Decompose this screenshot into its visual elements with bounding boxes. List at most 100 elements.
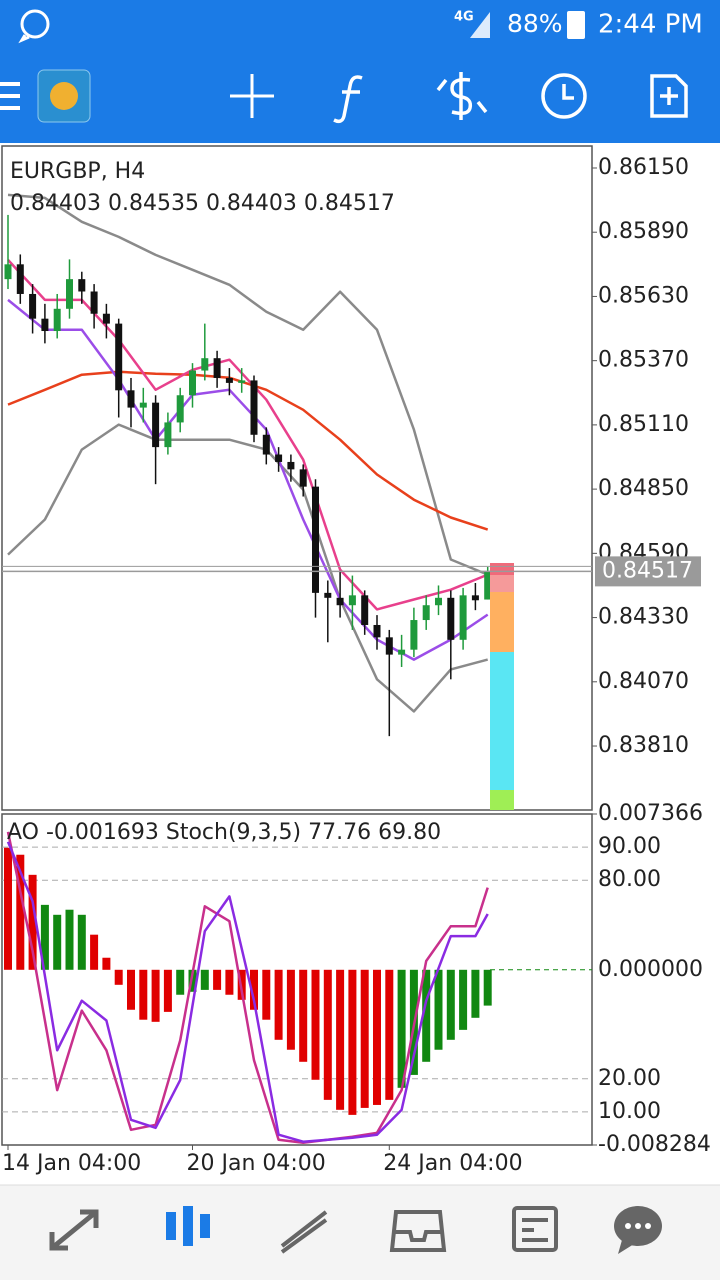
ao-bar	[299, 969, 308, 1062]
y-tick-label: 80.00	[598, 867, 661, 892]
indicator-line	[7, 370, 489, 531]
ao-bar	[348, 969, 357, 1115]
candle-body	[201, 358, 209, 371]
y-tick-label: 20.00	[598, 1066, 661, 1091]
ao-bar	[360, 969, 369, 1108]
current-price-label: 0.84517	[602, 558, 693, 583]
profile-block	[490, 575, 514, 592]
candle-body	[66, 279, 73, 309]
x-tick-label: 14 Jan 04:00	[2, 1151, 141, 1176]
indicator-line	[7, 423, 489, 713]
y-tick-label: 0.85110	[598, 412, 689, 437]
ao-bar	[200, 969, 209, 990]
candle-body	[102, 313, 110, 324]
candle-body	[410, 620, 418, 650]
ao-bar	[53, 914, 62, 970]
candle-body	[225, 377, 233, 383]
profile-block	[490, 563, 514, 575]
ao-bar	[65, 909, 74, 970]
ao-bar	[28, 874, 37, 970]
overlay-layer	[2, 563, 592, 810]
menu-button[interactable]	[0, 82, 20, 110]
y-tick-label: 0.83810	[598, 733, 689, 758]
current-price-box	[595, 556, 701, 587]
candle-body	[484, 571, 492, 600]
x-tick-label: 24 Jan 04:00	[383, 1151, 522, 1176]
ao-bar	[4, 847, 12, 970]
ao-bar	[114, 969, 123, 985]
network-type: 4G	[454, 10, 474, 25]
y-tick-label: 0.84070	[598, 669, 689, 694]
candle-body	[29, 293, 37, 319]
indicator-line	[6, 841, 489, 1143]
candle-body	[127, 390, 135, 408]
history-tab[interactable]	[389, 1210, 447, 1252]
candle-body	[312, 486, 319, 593]
trade-button[interactable]	[436, 72, 488, 120]
candle-body	[115, 323, 123, 391]
candle-body	[41, 318, 49, 332]
profile-block	[490, 652, 514, 790]
y-tick-label: 0.85630	[598, 283, 689, 308]
candle-body	[447, 597, 455, 640]
profile-block	[490, 790, 514, 810]
chat-tab[interactable]	[614, 1206, 662, 1254]
y2-tick-label: 0.007366	[598, 801, 703, 826]
crosshair-button[interactable]	[230, 74, 274, 118]
ao-bar	[151, 969, 160, 1022]
ao-bar	[250, 969, 258, 1010]
indicator-line	[7, 193, 489, 576]
y-tick-label: 0.84330	[598, 605, 689, 630]
candle-body	[435, 597, 442, 606]
y2-tick-label: 0.000000	[598, 957, 703, 982]
candle-body	[4, 264, 12, 280]
candle-body	[471, 595, 479, 601]
quotes-tab[interactable]	[49, 1209, 99, 1251]
ao-bar	[446, 969, 455, 1040]
ao-bar	[225, 969, 234, 995]
candle-body	[459, 595, 467, 640]
new-chart-button[interactable]	[650, 74, 688, 118]
candle-body	[53, 308, 61, 332]
y-tick-label: 0.85890	[598, 219, 689, 244]
ao-bar	[127, 969, 135, 1010]
ao-bar	[274, 969, 283, 1040]
timeframe-button[interactable]	[541, 73, 587, 119]
candle-body	[262, 434, 270, 455]
ao-bar	[336, 969, 345, 1110]
chart-tab[interactable]	[166, 1206, 210, 1246]
battery-icon	[567, 11, 585, 39]
candle-body	[152, 402, 160, 448]
trade-tab[interactable]	[280, 1210, 328, 1254]
candle-body	[164, 422, 172, 448]
ao-bar	[286, 969, 295, 1050]
ao-bar	[163, 969, 172, 1012]
whatsapp-icon	[18, 9, 50, 44]
candle-body	[238, 380, 246, 383]
ao-bar	[311, 969, 320, 1080]
x-tick-label: 20 Jan 04:00	[187, 1151, 326, 1176]
ao-bar	[434, 969, 443, 1050]
ao-bar	[139, 969, 148, 1020]
ao-bar	[471, 969, 480, 1018]
candle-body	[78, 279, 86, 292]
candle-body	[16, 264, 24, 294]
ao-bar	[213, 969, 222, 990]
battery-level: 88%	[507, 9, 563, 38]
candle-body	[348, 595, 356, 606]
chart-title: EURGBP, H4	[10, 159, 145, 184]
indicators-button[interactable]	[333, 75, 363, 124]
candle-body	[275, 454, 283, 462]
clock: 2:44 PM	[598, 10, 703, 40]
candle-body	[139, 402, 147, 408]
candle-body	[299, 469, 307, 487]
news-tab[interactable]	[512, 1206, 558, 1252]
candle-body	[398, 649, 406, 655]
candle-body	[287, 461, 295, 470]
candle-body	[250, 380, 258, 435]
candle-body	[373, 624, 381, 638]
ao-bar	[262, 969, 271, 1020]
app-icon-logo	[50, 82, 78, 110]
